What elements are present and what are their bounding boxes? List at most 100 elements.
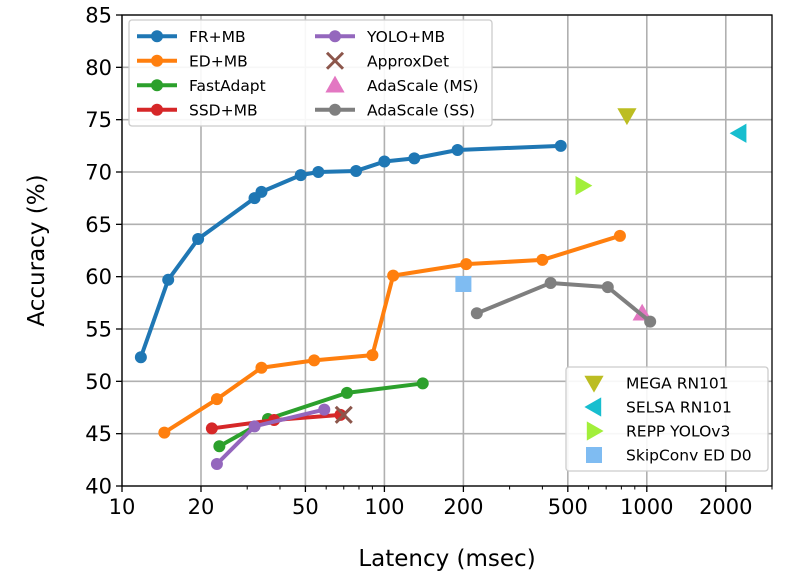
x-tick-label: 1000 bbox=[620, 495, 673, 519]
legend-entry-skipconv-ed-d0: SkipConv ED D0 bbox=[586, 447, 752, 465]
y-tick-label: 45 bbox=[85, 422, 112, 446]
data-point bbox=[536, 253, 549, 266]
data-point bbox=[318, 403, 331, 416]
legend-label: SELSA RN101 bbox=[626, 399, 732, 417]
data-point bbox=[617, 108, 637, 126]
legend-entry-yolo-mb: YOLO+MB bbox=[315, 28, 445, 46]
series-yolo-mb bbox=[210, 403, 331, 471]
series-fastadapt bbox=[213, 377, 429, 453]
series-fr-mb bbox=[134, 139, 567, 364]
data-point bbox=[350, 164, 363, 177]
data-point bbox=[460, 258, 473, 271]
legend-entry-mega-rn101: MEGA RN101 bbox=[584, 375, 729, 393]
y-tick-label: 55 bbox=[85, 318, 112, 342]
legend-label: ED+MB bbox=[189, 52, 248, 70]
data-point bbox=[613, 229, 626, 242]
data-point bbox=[416, 377, 429, 390]
legend-swatch-marker bbox=[584, 397, 602, 417]
legend-swatch-marker bbox=[151, 30, 163, 43]
data-point bbox=[644, 315, 657, 328]
legend-entry-fr-mb: FR+MB bbox=[137, 28, 246, 46]
data-point bbox=[192, 232, 205, 245]
legend-label: SSD+MB bbox=[189, 101, 258, 119]
y-tick-label: 85 bbox=[85, 4, 112, 28]
legend-label: AdaScale (MS) bbox=[367, 77, 479, 95]
y-tick-label: 60 bbox=[85, 265, 112, 289]
legend-swatch-marker bbox=[584, 375, 604, 393]
x-tick-label: 2000 bbox=[699, 495, 752, 519]
series-ed-mb bbox=[158, 229, 626, 439]
legend-label: ApproxDet bbox=[367, 52, 449, 70]
data-point bbox=[729, 123, 747, 143]
data-point bbox=[248, 420, 261, 433]
legend-label: SkipConv ED D0 bbox=[626, 447, 752, 465]
data-point bbox=[213, 440, 226, 453]
legend-left: FR+MB ED+MB FastAdapt SSD+MB YOLO+MB ApproxDe… bbox=[128, 19, 493, 127]
x-tick-label: 50 bbox=[292, 495, 319, 519]
data-point bbox=[340, 386, 353, 399]
data-point bbox=[294, 169, 307, 182]
x-tick-label: 10 bbox=[109, 495, 136, 519]
data-point bbox=[134, 351, 147, 364]
data-layer bbox=[134, 108, 747, 471]
data-point bbox=[210, 393, 223, 406]
legend-swatch-marker bbox=[329, 103, 341, 116]
legend-label: FR+MB bbox=[189, 28, 246, 46]
legend-swatch-marker bbox=[325, 51, 345, 70]
legend-entry-ed-mb: ED+MB bbox=[137, 52, 248, 70]
data-point bbox=[308, 354, 321, 367]
legend-right: MEGA RN101 SELSA RN101 REPP YOLOv3 SkipConv… bbox=[565, 366, 769, 472]
legend-entry-adascale-ss: AdaScale (SS) bbox=[315, 101, 475, 119]
legend-box bbox=[128, 19, 493, 127]
legend-entry-fastadapt: FastAdapt bbox=[137, 77, 266, 95]
legend-label: AdaScale (SS) bbox=[367, 101, 475, 119]
legend-entry-selsa-rn101: SELSA RN101 bbox=[584, 397, 732, 417]
data-point bbox=[255, 361, 268, 374]
data-point bbox=[554, 139, 567, 152]
series-line bbox=[163, 233, 621, 435]
x-tick-label: 100 bbox=[364, 495, 404, 519]
data-point bbox=[470, 307, 483, 320]
x-tick-label: 500 bbox=[548, 495, 588, 519]
legend-swatch-marker bbox=[586, 447, 602, 463]
data-point bbox=[158, 426, 171, 439]
legend-entry-approxdet: ApproxDet bbox=[325, 51, 449, 70]
axis-ticks: 10 20 50 100 200 500 1000 2000 40 45 50 55 60 65 70 75 8… bbox=[85, 4, 773, 519]
data-point bbox=[334, 408, 347, 421]
legend-label: MEGA RN101 bbox=[626, 375, 729, 393]
legend-entry-repp-yolov3: REPP YOLOv3 bbox=[586, 421, 730, 441]
legend-swatch-marker bbox=[151, 79, 163, 92]
data-point bbox=[387, 269, 400, 282]
y-tick-label: 40 bbox=[85, 475, 112, 499]
legend-label: YOLO+MB bbox=[366, 28, 445, 46]
legend-box bbox=[565, 366, 769, 472]
data-point bbox=[601, 281, 614, 294]
y-tick-label: 80 bbox=[85, 56, 112, 80]
data-point bbox=[162, 273, 175, 286]
legend-entry-ssd-mb: SSD+MB bbox=[137, 101, 258, 119]
plot-frame bbox=[121, 14, 773, 487]
data-point bbox=[455, 275, 472, 292]
data-point bbox=[255, 185, 268, 198]
data-point bbox=[334, 405, 353, 424]
x-axis-label: Latency (msec) bbox=[358, 546, 535, 572]
legend-entry-adascale-ms: AdaScale (MS) bbox=[325, 75, 479, 95]
series-repp-yolov3 bbox=[575, 176, 593, 196]
series-mega-rn101 bbox=[617, 108, 637, 126]
legend-label: REPP YOLOv3 bbox=[626, 423, 730, 441]
series-line bbox=[138, 143, 561, 358]
legend-swatch-marker bbox=[329, 30, 341, 43]
data-point bbox=[451, 144, 464, 157]
data-point bbox=[575, 176, 593, 196]
legend-swatch-marker bbox=[325, 75, 345, 93]
series-line bbox=[218, 381, 423, 448]
legend-label: FastAdapt bbox=[189, 77, 266, 95]
x-tick-label: 200 bbox=[443, 495, 483, 519]
y-tick-label: 75 bbox=[85, 108, 112, 132]
data-point bbox=[210, 458, 223, 471]
x-tick-label: 20 bbox=[188, 495, 215, 519]
series-line bbox=[476, 280, 652, 324]
y-tick-label: 50 bbox=[85, 370, 112, 394]
series-approxdet bbox=[334, 405, 353, 424]
